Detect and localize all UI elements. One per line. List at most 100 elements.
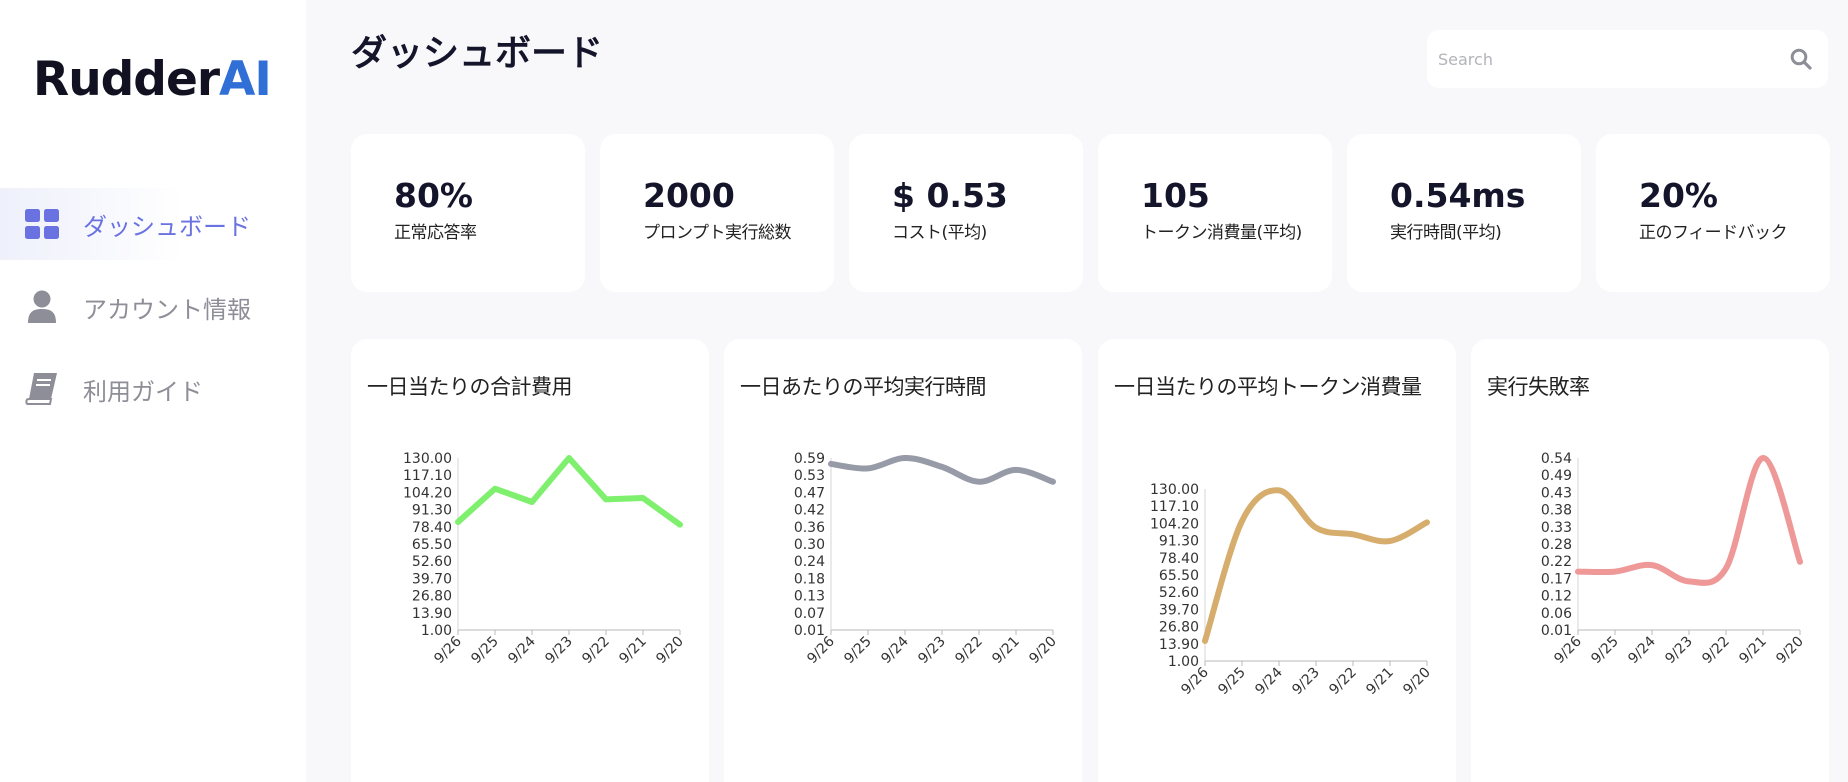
- chart-title: 一日あたりの平均実行時間: [740, 375, 987, 399]
- stat-value: 105: [1141, 176, 1210, 215]
- x-tick-label: 9/21: [989, 634, 1023, 668]
- y-tick-label: 130.00: [403, 451, 452, 467]
- series-line: [828, 454, 1056, 485]
- search-input[interactable]: [1438, 49, 1768, 69]
- y-tick-label: 104.20: [1150, 516, 1199, 532]
- x-tick-label: 9/23: [1289, 665, 1323, 699]
- x-tick-label: 9/24: [505, 633, 539, 667]
- logo-main: Rudder: [33, 52, 220, 107]
- y-tick-label: 117.10: [1150, 499, 1199, 515]
- stat-card-avg-exec-time: 0.54ms 実行時間(平均): [1347, 134, 1581, 292]
- dashboard-grid-icon: [24, 206, 60, 242]
- x-tick-label: 9/21: [616, 634, 650, 668]
- y-tick-label: 0.30: [794, 537, 825, 553]
- book-icon: [24, 371, 60, 407]
- x-tick-label: 9/23: [542, 634, 576, 668]
- y-tick-label: 0.01: [794, 623, 825, 639]
- chart-title: 一日当たりの合計費用: [367, 375, 573, 399]
- y-tick-label: 0.13: [794, 589, 825, 605]
- y-tick-label: 0.43: [1541, 485, 1572, 501]
- y-tick-label: 0.47: [794, 485, 825, 501]
- y-tick-label: 0.33: [1541, 520, 1572, 536]
- x-tick-label: 9/25: [1215, 665, 1249, 699]
- y-tick-label: 26.80: [412, 589, 452, 605]
- sidebar-item-label: 利用ガイド: [83, 377, 203, 406]
- stat-label: 実行時間(平均): [1390, 223, 1502, 243]
- y-tick-label: 52.60: [412, 554, 452, 570]
- y-tick-label: 0.53: [794, 468, 825, 484]
- x-tick-label: 9/24: [1252, 664, 1286, 698]
- y-tick-label: 0.22: [1541, 554, 1572, 570]
- series-line: [1202, 487, 1430, 644]
- logo[interactable]: RudderAI: [33, 52, 272, 107]
- chart-title: 実行失敗率: [1487, 375, 1590, 399]
- sidebar: RudderAI ダッシュボード アカウント情報: [0, 0, 306, 782]
- x-tick-label: 9/22: [1326, 665, 1360, 699]
- x-tick-label: 9/22: [952, 634, 986, 668]
- y-tick-label: 26.80: [1159, 620, 1199, 636]
- y-tick-label: 0.07: [794, 606, 825, 622]
- user-icon: [24, 289, 60, 325]
- y-tick-label: 0.38: [1541, 503, 1572, 519]
- series-line: [1575, 455, 1803, 586]
- chart-card-failure-rate: 実行失敗率 0.54 0.49 0.43 0.38 0.33 0.28 0.22 0.17 0.…: [1471, 339, 1829, 782]
- chart-avg-exec-time: 0.590.530.47 0.420.360.300.240.18 0.130.07…: [794, 451, 1060, 668]
- x-tick-label: 9/25: [841, 634, 875, 668]
- search-bar: [1427, 30, 1828, 88]
- y-tick-label: 0.18: [794, 571, 825, 587]
- x-tick-label: 9/20: [1773, 634, 1807, 668]
- x-tick-label: 9/24: [878, 633, 912, 667]
- y-tick-label: 0.24: [794, 554, 825, 570]
- stat-label: 正常応答率: [394, 223, 477, 243]
- sidebar-item-account[interactable]: アカウント情報: [0, 271, 306, 343]
- y-tick-label: 0.42: [794, 503, 825, 519]
- y-tick-label: 0.06: [1541, 606, 1572, 622]
- stat-label: プロンプト実行総数: [643, 223, 792, 243]
- y-tick-label: 13.90: [1159, 637, 1199, 653]
- x-tick-label: 9/23: [915, 634, 949, 668]
- x-tick-label: 9/21: [1363, 665, 1397, 699]
- y-tick-label: 104.20: [403, 485, 452, 501]
- x-tick-label: 9/25: [1588, 634, 1622, 668]
- stat-card-total-prompts: 2000 プロンプト実行総数: [600, 134, 834, 292]
- stat-label: 正のフィードバック: [1639, 223, 1788, 243]
- sidebar-item-dashboard[interactable]: ダッシュボード: [0, 188, 306, 260]
- x-tick-label: 9/20: [1026, 634, 1060, 668]
- y-tick-label: 65.50: [412, 537, 452, 553]
- stat-value: $ 0.53: [892, 176, 1008, 215]
- chart-card-avg-tokens: 一日当たりの平均トークン消費量 130.00 117.10 104.20 91.30 7…: [1098, 339, 1456, 782]
- y-tick-label: 1.00: [1168, 654, 1199, 670]
- y-tick-label: 91.30: [1159, 534, 1199, 550]
- x-tick-label: 9/24: [1625, 633, 1659, 667]
- stat-value: 0.54ms: [1390, 176, 1526, 215]
- x-tick-label: 9/23: [1662, 634, 1696, 668]
- y-tick-label: 0.01: [1541, 623, 1572, 639]
- y-tick-label: 52.60: [1159, 585, 1199, 601]
- stat-value: 2000: [643, 176, 735, 215]
- y-tick-label: 0.36: [794, 520, 825, 536]
- y-tick-label: 0.12: [1541, 589, 1572, 605]
- x-tick-label: 9/25: [468, 634, 502, 668]
- y-tick-label: 39.70: [1159, 602, 1199, 618]
- sidebar-item-label: アカウント情報: [83, 295, 251, 324]
- page-title: ダッシュボード: [351, 33, 604, 74]
- y-tick-label: 0.28: [1541, 537, 1572, 553]
- y-tick-label: 117.10: [403, 468, 452, 484]
- x-tick-label: 9/21: [1736, 634, 1770, 668]
- x-tick-label: 9/20: [1400, 665, 1434, 699]
- chart-card-daily-cost: 一日当たりの合計費用 130.00 117.10 104.20 91.30 78.40 6…: [351, 339, 709, 782]
- stat-label: コスト(平均): [892, 223, 987, 243]
- stat-value: 20%: [1639, 176, 1718, 215]
- chart-failure-rate: 0.540.490.43 0.380.330.280.220.17 0.120.06…: [1541, 451, 1807, 668]
- y-tick-label: 78.40: [1159, 551, 1199, 567]
- y-tick-label: 0.17: [1541, 571, 1572, 587]
- chart-card-avg-exec-time: 一日あたりの平均実行時間 0.59 0.53 0.47 0.42 0.36 0.30 0.2…: [724, 339, 1082, 782]
- x-tick-label: 9/22: [1699, 634, 1733, 668]
- sidebar-item-guide[interactable]: 利用ガイド: [0, 353, 306, 425]
- sidebar-item-label: ダッシュボード: [83, 212, 251, 241]
- stat-label: トークン消費量(平均): [1141, 223, 1302, 243]
- y-tick-label: 65.50: [1159, 568, 1199, 584]
- y-tick-label: 13.90: [412, 606, 452, 622]
- search-icon[interactable]: [1790, 48, 1812, 70]
